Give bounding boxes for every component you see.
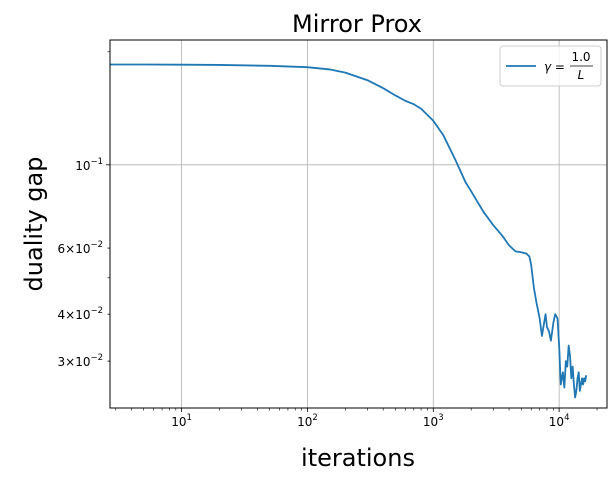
- chart-title: Mirror Prox: [292, 10, 422, 38]
- y-tick-label: 10−1: [75, 157, 103, 173]
- x-tick-label: 102: [297, 413, 318, 429]
- legend: γ = 1.0 L: [499, 45, 602, 87]
- y-tick-label: 4×10−2: [57, 306, 103, 322]
- x-tick-label: 101: [171, 413, 192, 429]
- legend-denominator: L: [578, 68, 585, 82]
- legend-numerator: 1.0: [571, 50, 590, 64]
- x-tick-labels: 101 102 103 104: [171, 413, 569, 429]
- y-tick-labels: 10−1 6×10−2 4×10−2 3×10−2: [57, 157, 103, 369]
- y-axis-label: duality gap: [20, 157, 48, 292]
- legend-equals: =: [551, 60, 569, 74]
- series-line: [110, 63, 588, 399]
- y-tick-label: 3×10−2: [57, 353, 103, 369]
- y-tick-marks: [106, 164, 110, 362]
- legend-gamma: γ: [544, 60, 552, 74]
- grid-lines: [110, 40, 607, 408]
- legend-box: [499, 45, 602, 87]
- x-tick-label: 104: [549, 413, 570, 429]
- plot-frame: [109, 39, 608, 409]
- x-tick-label: 103: [423, 413, 444, 429]
- x-tick-marks: [181, 408, 560, 412]
- y-tick-label: 6×10−2: [57, 240, 103, 256]
- x-axis-label: iterations: [301, 444, 415, 472]
